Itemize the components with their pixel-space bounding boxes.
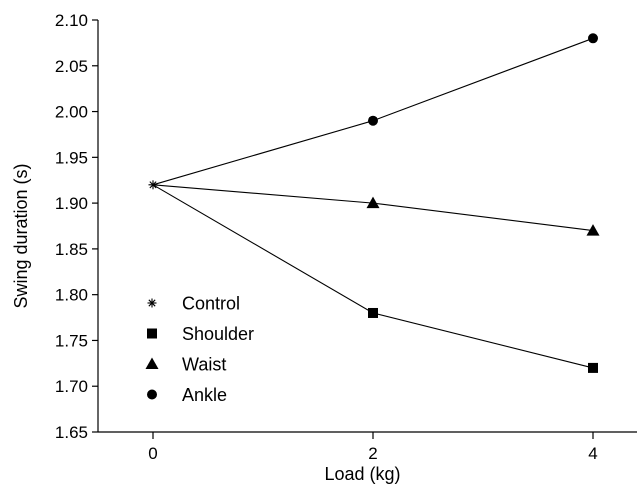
legend-marker-waist [145, 357, 159, 369]
y-tick-label: 1.95 [55, 148, 88, 167]
legend-item-control: Control [147, 294, 240, 314]
data-point-ankle [368, 115, 378, 126]
legend-label: Shoulder [182, 324, 254, 344]
y-tick-label: 1.85 [55, 240, 88, 259]
legend-label: Control [182, 294, 240, 314]
legend-marker-control [147, 298, 157, 308]
series-line-ankle [152, 37, 594, 186]
legend-item-shoulder: Shoulder [147, 324, 254, 344]
x-tick-label: 0 [148, 444, 157, 463]
y-tick-label: 1.80 [55, 286, 88, 305]
y-tick-label: 1.65 [55, 423, 88, 442]
x-ticks: 0 2 4 [148, 432, 598, 463]
y-tick-label: 2.10 [55, 11, 88, 30]
x-tick-label: 4 [588, 444, 597, 463]
x-tick-label: 2 [368, 444, 377, 463]
legend-item-ankle: Ankle [147, 385, 227, 405]
legend-marker-shoulder [147, 328, 157, 339]
data-point-waist [366, 196, 380, 209]
x-axis-label: Load (kg) [324, 464, 400, 484]
series-points [148, 33, 600, 373]
y-ticks: 1.65 1.70 1.75 1.80 1.85 1.90 1.95 2.00 2.05 2.10 [55, 11, 98, 442]
data-point-control [148, 180, 158, 190]
y-tick-label: 2.00 [55, 103, 88, 122]
legend: Control Shoulder Waist Ankle [145, 294, 254, 405]
legend-label: Ankle [182, 385, 227, 405]
legend-marker-ankle [147, 389, 157, 400]
y-axis-label: Swing duration (s) [11, 163, 31, 308]
legend-label: Waist [182, 355, 226, 375]
data-point-ankle [588, 33, 598, 44]
y-tick-label: 1.90 [55, 194, 88, 213]
axes [97, 20, 637, 433]
y-tick-label: 1.75 [55, 331, 88, 350]
data-point-shoulder [368, 307, 378, 318]
y-tick-label: 2.05 [55, 57, 88, 76]
data-point-waist [586, 224, 600, 236]
data-point-shoulder [588, 362, 598, 373]
legend-item-waist: Waist [145, 355, 226, 375]
y-tick-label: 1.70 [55, 377, 88, 396]
